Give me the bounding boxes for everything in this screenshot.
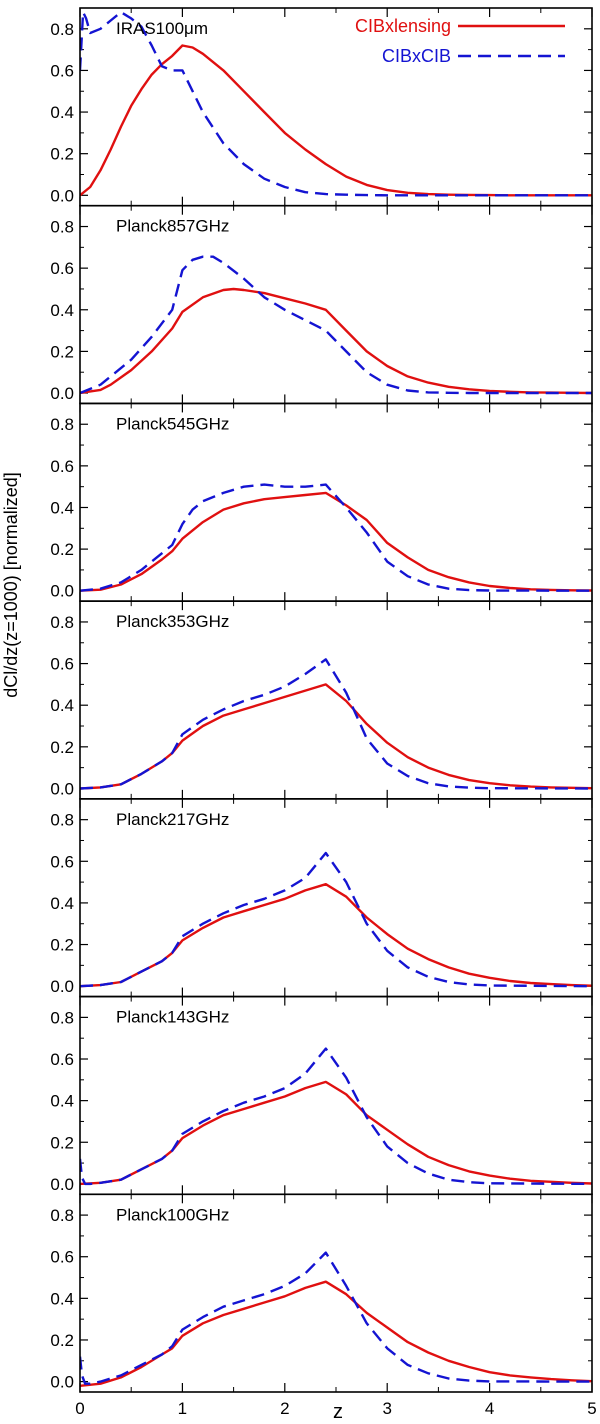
series-cibxlensing-line: [80, 1280, 592, 1387]
y-tick-label: 0.4: [50, 1092, 74, 1111]
panels-group: 0.0 0.2 0.4 0.6 0.8 IRAS100μm CIBxlensing CIBxC…: [50, 7, 597, 1418]
y-tick-label: 0.4: [50, 301, 74, 320]
y-tick-label: 0.0: [50, 977, 74, 996]
y-tick-label: 0.4: [50, 103, 74, 122]
y-tick-label: 0.2: [50, 342, 74, 361]
x-tick-label: 1: [178, 1399, 187, 1418]
x-tick-label: 0: [75, 1399, 84, 1418]
panel-1: 0.0 0.2 0.4 0.6 0.8 IRAS100μm CIBxlensing CIBxC…: [50, 7, 593, 207]
y-tick-label: 0.0: [50, 384, 74, 403]
x-axis-label: z: [333, 1401, 343, 1423]
y-tick-label: 0.6: [50, 1050, 74, 1069]
y-tick-label: 0.6: [50, 852, 74, 871]
y-tick-label: 0.2: [50, 1133, 74, 1152]
y-tick-label: 0.6: [50, 61, 74, 80]
legend-label: CIBxCIB: [382, 46, 451, 66]
y-tick-label: 0.8: [50, 1008, 74, 1027]
y-tick-label: 0.6: [50, 259, 74, 278]
panel-title: Planck217GHz: [116, 810, 229, 829]
y-tick-label: 0.4: [50, 1289, 74, 1308]
y-tick-label: 0.2: [50, 738, 74, 757]
series-cibxlensing-line: [80, 287, 592, 395]
panel-6: 0.0 0.2 0.4 0.6 0.8 Planck143GHz: [50, 995, 593, 1196]
y-tick-label: 0.6: [50, 655, 74, 674]
panel-title: Planck100GHz: [116, 1205, 229, 1224]
series-cibxcib-line: [80, 11, 592, 197]
panel-7: 0.0 0.2 0.4 0.6 0.8 Planck100GHz 0 1 2 3 4 5: [50, 1193, 597, 1418]
series-cibxcib-line: [80, 658, 592, 790]
series-cibxlensing-line: [80, 1080, 592, 1186]
panel-3: 0.0 0.2 0.4 0.6 0.8 Planck545GHz: [50, 402, 593, 602]
y-tick-label: 0.0: [50, 1373, 74, 1392]
y-tick-label: 0.0: [50, 186, 74, 205]
series-cibxlensing-line: [80, 683, 592, 790]
x-tick-label: 4: [485, 1399, 494, 1418]
y-tick-label: 0.8: [50, 20, 74, 39]
panel-title: Planck545GHz: [116, 414, 229, 433]
y-tick-label: 0.8: [50, 1206, 74, 1225]
series-cibxlensing-line: [80, 491, 592, 592]
y-tick-label: 0.8: [50, 218, 74, 237]
x-tick-label: 2: [280, 1399, 289, 1418]
panel-title: IRAS100μm: [116, 19, 208, 38]
panel-title: Planck143GHz: [116, 1008, 229, 1027]
series-cibxcib-line: [80, 1047, 592, 1186]
y-tick-label: 0.8: [50, 415, 74, 434]
series-cibxcib-line: [80, 851, 592, 988]
panel-title: Planck353GHz: [116, 612, 229, 631]
series-cibxcib-line: [80, 483, 592, 592]
panel-4: 0.0 0.2 0.4 0.6 0.8 Planck353GHz: [50, 600, 593, 800]
series-cibxlensing-line: [80, 883, 592, 988]
legend-label: CIBxlensing: [355, 16, 451, 36]
y-tick-label: 0.4: [50, 498, 74, 517]
y-tick-label: 0.8: [50, 613, 74, 632]
y-tick-label: 0.4: [50, 696, 74, 715]
x-tick-label: 3: [382, 1399, 391, 1418]
panel-2: 0.0 0.2 0.4 0.6 0.8 Planck857GHz: [50, 204, 593, 405]
y-tick-label: 0.2: [50, 936, 74, 955]
y-tick-label: 0.2: [50, 1331, 74, 1350]
panel-5: 0.0 0.2 0.4 0.6 0.8 Planck217GHz: [50, 798, 593, 998]
y-tick-label: 0.0: [50, 582, 74, 601]
y-tick-label: 0.6: [50, 457, 74, 476]
y-axis-label: dCl/dz(z=1000) [normalized]: [1, 472, 21, 698]
y-tick-label: 0.0: [50, 1175, 74, 1194]
y-tick-label: 0.8: [50, 811, 74, 830]
panel-title: Planck857GHz: [116, 217, 229, 236]
panel-frame: [79, 1193, 593, 1393]
y-tick-label: 0.2: [50, 145, 74, 164]
x-tick-label: 5: [587, 1399, 596, 1418]
y-tick-label: 0.6: [50, 1248, 74, 1267]
y-tick-label: 0.4: [50, 894, 74, 913]
y-tick-label: 0.2: [50, 540, 74, 559]
series-cibxlensing-line: [80, 44, 592, 197]
series-cibxcib-line: [80, 255, 592, 395]
series-cibxcib-line: [80, 1251, 592, 1385]
y-tick-label: 0.0: [50, 779, 74, 798]
